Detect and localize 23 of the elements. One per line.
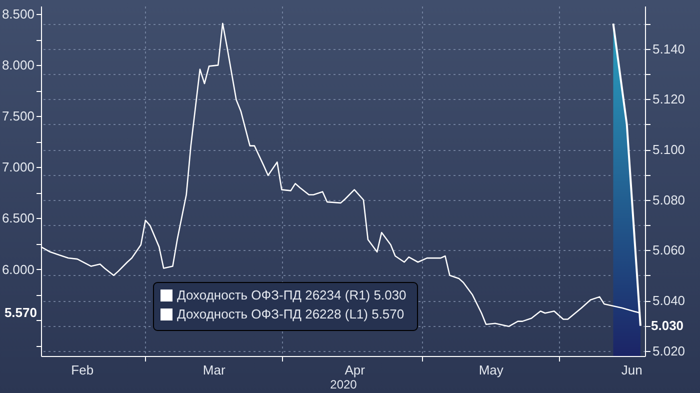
y2-tick-label: 5.060 bbox=[652, 242, 686, 258]
text: 5.570 bbox=[4, 305, 37, 320]
text: 5.030 bbox=[651, 318, 684, 333]
y2-tick-label: 5.140 bbox=[652, 41, 686, 56]
x-tick-label: May bbox=[478, 362, 504, 378]
y2-tick-label: 5.080 bbox=[652, 192, 686, 208]
x-tick-label: Mar bbox=[202, 362, 226, 378]
y2-tick-label: 5.100 bbox=[652, 142, 686, 158]
y2-tick-label: 5.020 bbox=[652, 343, 686, 358]
legend-label: Доходность ОФЗ-ПД 26228 (L1) 5.570 bbox=[177, 306, 404, 322]
x-tick-label: Jun bbox=[621, 362, 642, 378]
y-tick-label: 6.500 bbox=[2, 210, 34, 226]
x-axis-title: 2020 bbox=[330, 378, 358, 392]
x-tick-label: Apr bbox=[344, 362, 366, 378]
y2-tick-label: 5.120 bbox=[652, 92, 686, 107]
y-tick-label: 8.500 bbox=[2, 6, 34, 22]
y-tick-label: 7.000 bbox=[2, 160, 34, 175]
legend-label: Доходность ОФЗ-ПД 26234 (R1) 5.030 bbox=[177, 288, 406, 302]
y2-tick-label: 5.040 bbox=[652, 293, 686, 308]
y-tick-label: 6.000 bbox=[2, 262, 34, 277]
y-tick-label: 7.500 bbox=[2, 108, 34, 124]
y-tick-label: 8.000 bbox=[2, 58, 34, 73]
x-tick-label: Feb bbox=[71, 362, 94, 378]
